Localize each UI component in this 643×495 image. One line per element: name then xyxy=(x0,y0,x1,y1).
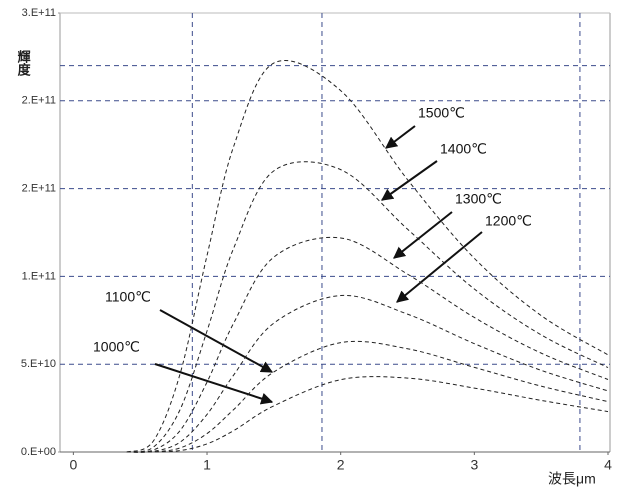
arrow xyxy=(159,309,274,373)
arrow xyxy=(154,363,274,405)
y-tick-label: 5.E+10 xyxy=(21,358,56,370)
x-axis-label: 波長μm xyxy=(548,471,596,487)
x-tick-label: 3 xyxy=(470,457,478,473)
arrow xyxy=(381,160,438,201)
arrow xyxy=(393,211,453,259)
y-tick-label: 2.E+11 xyxy=(22,95,56,107)
arrow xyxy=(385,125,416,149)
series-label: 1500℃ xyxy=(418,105,465,121)
x-tick-label: 2 xyxy=(337,457,345,473)
y-tick-label: 2.E+11 xyxy=(22,183,56,195)
x-tick-label: 4 xyxy=(604,457,612,473)
series-line xyxy=(126,295,609,453)
series-line xyxy=(126,59,609,453)
x-tick-label: 1 xyxy=(203,457,211,473)
y-tick-label: 3.E+11 xyxy=(22,7,56,19)
y-tick-label: 0.E+00 xyxy=(21,446,56,458)
series-label: 1200℃ xyxy=(485,213,532,229)
series-line xyxy=(126,236,609,453)
series-line xyxy=(126,161,609,453)
series-line xyxy=(126,340,609,453)
series-label: 1000℃ xyxy=(93,339,140,355)
arrow xyxy=(396,231,483,303)
series-label: 1300℃ xyxy=(455,191,502,207)
series-label: 1100℃ xyxy=(105,289,151,305)
series-line xyxy=(126,376,609,453)
y-axis-label: 輝度 xyxy=(16,49,31,77)
series-label: 1400℃ xyxy=(440,141,487,157)
y-tick-label: 1.E+11 xyxy=(22,270,56,282)
x-tick-label: 0 xyxy=(69,457,77,473)
